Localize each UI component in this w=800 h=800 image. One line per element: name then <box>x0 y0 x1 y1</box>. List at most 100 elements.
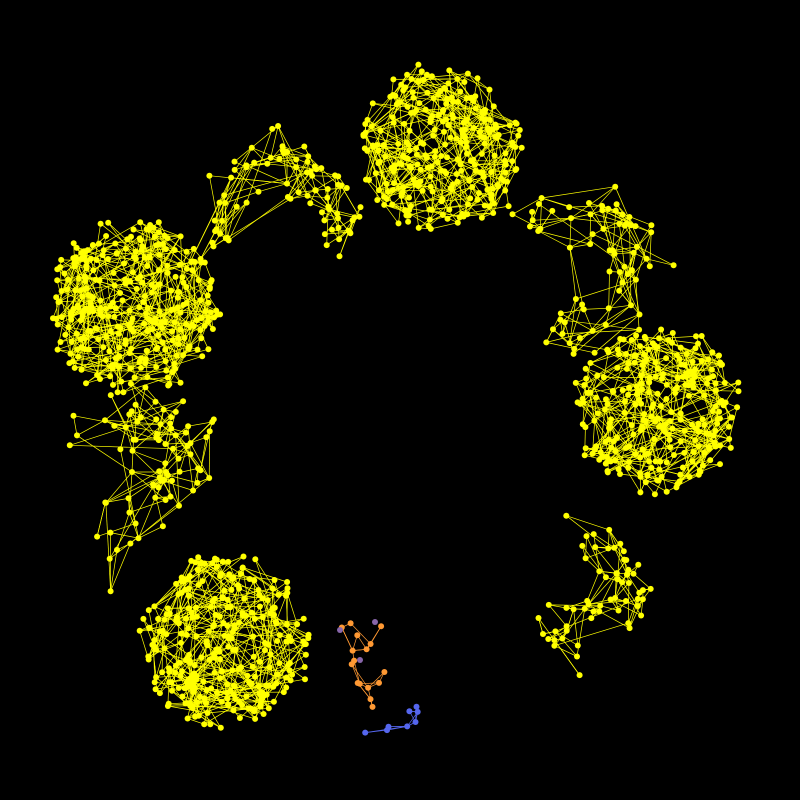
graph-node <box>642 451 649 458</box>
graph-node <box>87 299 94 306</box>
graph-node <box>164 269 171 276</box>
graph-node <box>153 416 160 423</box>
graph-node <box>105 219 112 226</box>
graph-node <box>105 313 112 320</box>
graph-node <box>117 446 124 453</box>
graph-edge <box>647 459 711 476</box>
graph-edge <box>629 216 632 306</box>
graph-node <box>509 158 516 165</box>
graph-node <box>183 248 190 255</box>
cluster-left-nodes <box>50 219 224 396</box>
graph-node <box>579 395 586 402</box>
graph-node <box>258 695 265 702</box>
graph-edge <box>612 246 637 251</box>
graph-edge <box>148 627 190 656</box>
graph-edge <box>196 659 221 677</box>
graph-node <box>189 258 196 265</box>
graph-node <box>381 201 388 208</box>
graph-edge <box>583 402 629 468</box>
graph-edge <box>378 182 418 191</box>
graph-node <box>356 680 363 687</box>
graph-node <box>159 523 166 530</box>
graph-node <box>293 156 300 163</box>
graph-node <box>71 263 78 270</box>
graph-node <box>246 576 253 582</box>
graph-edge <box>698 438 730 475</box>
graph-edge <box>341 627 353 651</box>
graph-node <box>106 348 113 355</box>
graph-node <box>636 589 643 596</box>
graph-edge <box>585 368 613 392</box>
graph-edge <box>538 203 633 271</box>
graph-node <box>107 392 114 399</box>
graph-node <box>270 698 277 705</box>
graph-edge <box>162 342 175 364</box>
graph-node <box>144 328 151 335</box>
graph-node <box>372 170 379 177</box>
graph-edge <box>642 364 653 408</box>
graph-node <box>189 614 196 621</box>
graph-node <box>144 263 151 269</box>
graph-edge <box>608 529 629 570</box>
graph-node <box>690 384 697 391</box>
graph-edge <box>625 353 638 387</box>
graph-edge <box>548 630 567 640</box>
graph-node <box>351 657 358 664</box>
graph-edge <box>609 253 615 272</box>
graph-node <box>256 658 263 665</box>
graph-node <box>656 466 663 473</box>
graph-node <box>459 127 465 134</box>
graph-edge <box>186 578 216 599</box>
graph-node <box>453 135 460 142</box>
graph-node <box>663 355 670 362</box>
graph-node <box>273 620 280 627</box>
graph-node <box>658 326 665 333</box>
graph-edge <box>569 247 577 300</box>
graph-node <box>205 346 212 353</box>
graph-node <box>199 353 206 360</box>
graph-node <box>469 184 476 190</box>
graph-node <box>599 202 606 209</box>
graph-node <box>213 307 220 314</box>
graph-node <box>335 224 342 231</box>
graph-node <box>265 705 272 712</box>
graph-edge <box>286 624 306 668</box>
graph-node <box>102 499 109 506</box>
graph-node <box>185 592 192 599</box>
graph-edge <box>635 232 652 280</box>
graph-edge <box>132 450 166 464</box>
graph-node <box>581 382 588 388</box>
graph-edge <box>131 328 184 356</box>
graph-node <box>151 637 158 643</box>
graph-edge <box>603 225 625 230</box>
graph-edge <box>307 195 328 199</box>
graph-node <box>465 201 471 208</box>
graph-node <box>130 226 137 233</box>
graph-node <box>712 428 719 434</box>
graph-node <box>132 436 139 443</box>
graph-node <box>581 452 588 459</box>
graph-node <box>73 244 80 251</box>
graph-node <box>185 585 192 592</box>
graph-node <box>79 309 86 316</box>
graph-edge <box>618 223 625 267</box>
graph-node <box>161 616 168 623</box>
graph-edge <box>554 622 629 647</box>
graph-edge <box>96 316 103 376</box>
graph-node <box>144 374 151 381</box>
graph-edge <box>135 258 159 286</box>
graph-node <box>249 663 256 670</box>
graph-node <box>161 645 168 652</box>
graph-node <box>267 154 274 161</box>
graph-edge <box>176 620 229 637</box>
graph-edge <box>613 547 628 575</box>
graph-node <box>132 520 139 527</box>
graph-edge <box>431 191 433 210</box>
graph-edge <box>433 98 472 161</box>
graph-edge <box>135 404 157 438</box>
graph-node <box>609 247 616 254</box>
graph-edge <box>467 212 494 215</box>
graph-node <box>726 436 733 442</box>
graph-node <box>318 165 325 172</box>
graph-node <box>657 458 664 465</box>
